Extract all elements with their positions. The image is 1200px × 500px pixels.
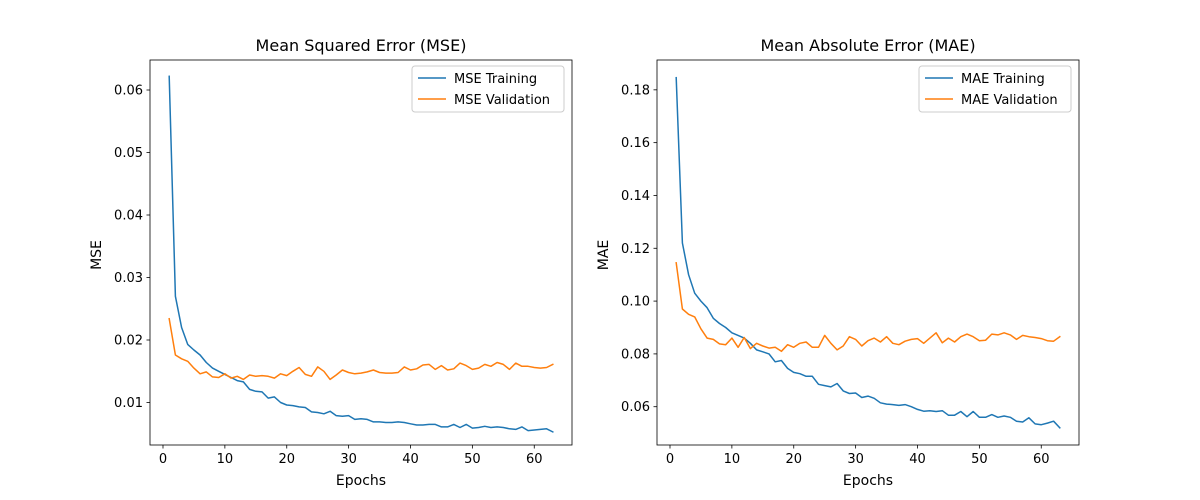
- y-tick-label: 0.05: [114, 146, 143, 161]
- y-tick-label: 0.02: [114, 334, 143, 349]
- x-tick-label: 60: [1033, 452, 1050, 467]
- x-tick-label: 30: [847, 452, 864, 467]
- x-tick-label: 10: [724, 452, 741, 467]
- x-axis-label: Epochs: [843, 473, 893, 489]
- legend-label: MSE Validation: [454, 93, 550, 108]
- x-tick-label: 0: [666, 452, 674, 467]
- y-tick-label: 0.18: [621, 83, 650, 98]
- x-tick-label: 50: [971, 452, 988, 467]
- x-tick-label: 30: [340, 452, 357, 467]
- x-tick-label: 50: [464, 452, 481, 467]
- chart-title: Mean Squared Error (MSE): [256, 36, 467, 55]
- x-tick-label: 40: [402, 452, 419, 467]
- legend-label: MAE Validation: [961, 93, 1058, 108]
- x-tick-label: 10: [217, 452, 234, 467]
- x-tick-label: 20: [278, 452, 295, 467]
- y-tick-label: 0.06: [621, 400, 650, 415]
- legend-label: MAE Training: [961, 72, 1045, 87]
- mae-chart-panel: Mean Absolute Error (MAE) Epochs MAE 0 10…: [596, 36, 1080, 489]
- x-axis-label: Epochs: [336, 473, 386, 489]
- legend: MAE Training MAE Validation: [918, 65, 1072, 113]
- x-tick-label: 0: [159, 452, 167, 467]
- y-tick-label: 0.14: [621, 189, 650, 204]
- x-tick-label: 20: [785, 452, 802, 467]
- legend-box: [411, 65, 565, 113]
- series-line-validation: [168, 317, 554, 381]
- x-tick-label: 60: [526, 452, 543, 467]
- plot-area-frame: [656, 59, 1080, 446]
- legend-label: MSE Training: [454, 72, 537, 87]
- y-tick-label: 0.01: [114, 396, 143, 411]
- series-line-training: [675, 76, 1061, 429]
- y-axis-label: MAE: [596, 240, 612, 271]
- chart-title: Mean Absolute Error (MAE): [760, 36, 975, 55]
- y-tick-label: 0.04: [114, 209, 143, 224]
- y-tick-label: 0.03: [114, 271, 143, 286]
- series-line-training: [168, 75, 554, 433]
- legend: MSE Training MSE Validation: [411, 65, 565, 113]
- y-tick-label: 0.08: [621, 347, 650, 362]
- y-tick-label: 0.06: [114, 84, 143, 99]
- y-tick-label: 0.12: [621, 242, 650, 257]
- y-tick-label: 0.10: [621, 295, 650, 310]
- mse-chart-panel: Mean Squared Error (MSE) Epochs MSE 0 10 2…: [89, 36, 573, 489]
- plot-area-frame: [149, 59, 573, 446]
- series-line-validation: [675, 261, 1061, 353]
- legend-box: [918, 65, 1072, 113]
- y-tick-label: 0.16: [621, 136, 650, 151]
- x-tick-label: 40: [909, 452, 926, 467]
- y-axis-label: MSE: [89, 240, 105, 270]
